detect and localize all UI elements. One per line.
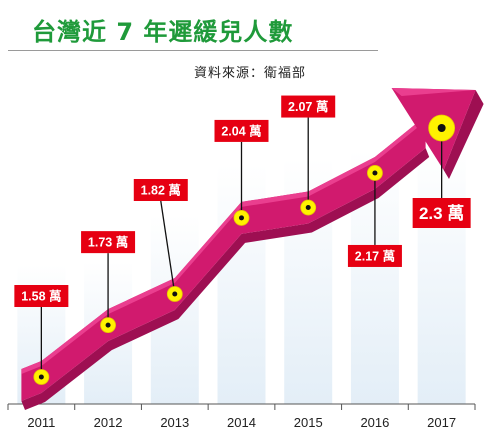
data-label-box xyxy=(214,119,269,142)
arrow-highlight xyxy=(21,116,426,374)
data-label-box xyxy=(412,198,471,228)
data-label-text: 1.82 萬 xyxy=(141,183,181,198)
data-label-text: 2.17 萬 xyxy=(355,248,395,263)
data-label-text: 2.04 萬 xyxy=(221,123,261,138)
x-tick-label: 2014 xyxy=(227,415,256,430)
data-labels: 1.58 萬 1.73 萬 1.82 萬 2.04 萬 2.07 萬 2.17 萬 2.3 … xyxy=(14,95,471,307)
data-label-text: 2.07 萬 xyxy=(288,99,328,114)
x-tick-label: 2015 xyxy=(294,415,323,430)
data-label-box xyxy=(281,95,336,118)
data-markers xyxy=(33,114,456,385)
data-point-center xyxy=(305,205,311,211)
data-point-center xyxy=(437,124,446,132)
x-tick-label: 2011 xyxy=(27,415,55,430)
data-label-box xyxy=(14,285,69,307)
data-label-box xyxy=(133,179,188,201)
x-tick-label: 2012 xyxy=(94,415,123,430)
data-point-center xyxy=(239,215,244,221)
label-connector-line xyxy=(160,200,176,295)
x-tick-label: 2017 xyxy=(427,415,456,430)
data-label-box xyxy=(81,231,136,254)
data-label-text: 2.3 萬 xyxy=(419,203,464,223)
data-point-center xyxy=(105,322,111,328)
data-point-center xyxy=(172,291,178,297)
source-note: 資料來源：衛福部 xyxy=(193,66,306,81)
data-point-center xyxy=(38,374,44,380)
arrow-depth xyxy=(21,148,430,410)
title-divider xyxy=(8,50,378,51)
data-point-center xyxy=(372,170,378,176)
x-axis-ticks: 2011 2012 2013 2014 2015 2016 2017 xyxy=(7,404,476,430)
chart-title: 台灣近 7 年遲緩兒人數 xyxy=(32,18,294,46)
x-tick-label: 2013 xyxy=(160,415,189,430)
data-label-text: 1.73 萬 xyxy=(88,235,128,250)
arrow-head-depth xyxy=(443,90,484,179)
x-tick-label: 2016 xyxy=(360,415,389,430)
data-label-text: 1.58 萬 xyxy=(21,289,61,304)
data-label-box xyxy=(347,244,402,267)
arrow-head-highlight xyxy=(391,88,476,96)
